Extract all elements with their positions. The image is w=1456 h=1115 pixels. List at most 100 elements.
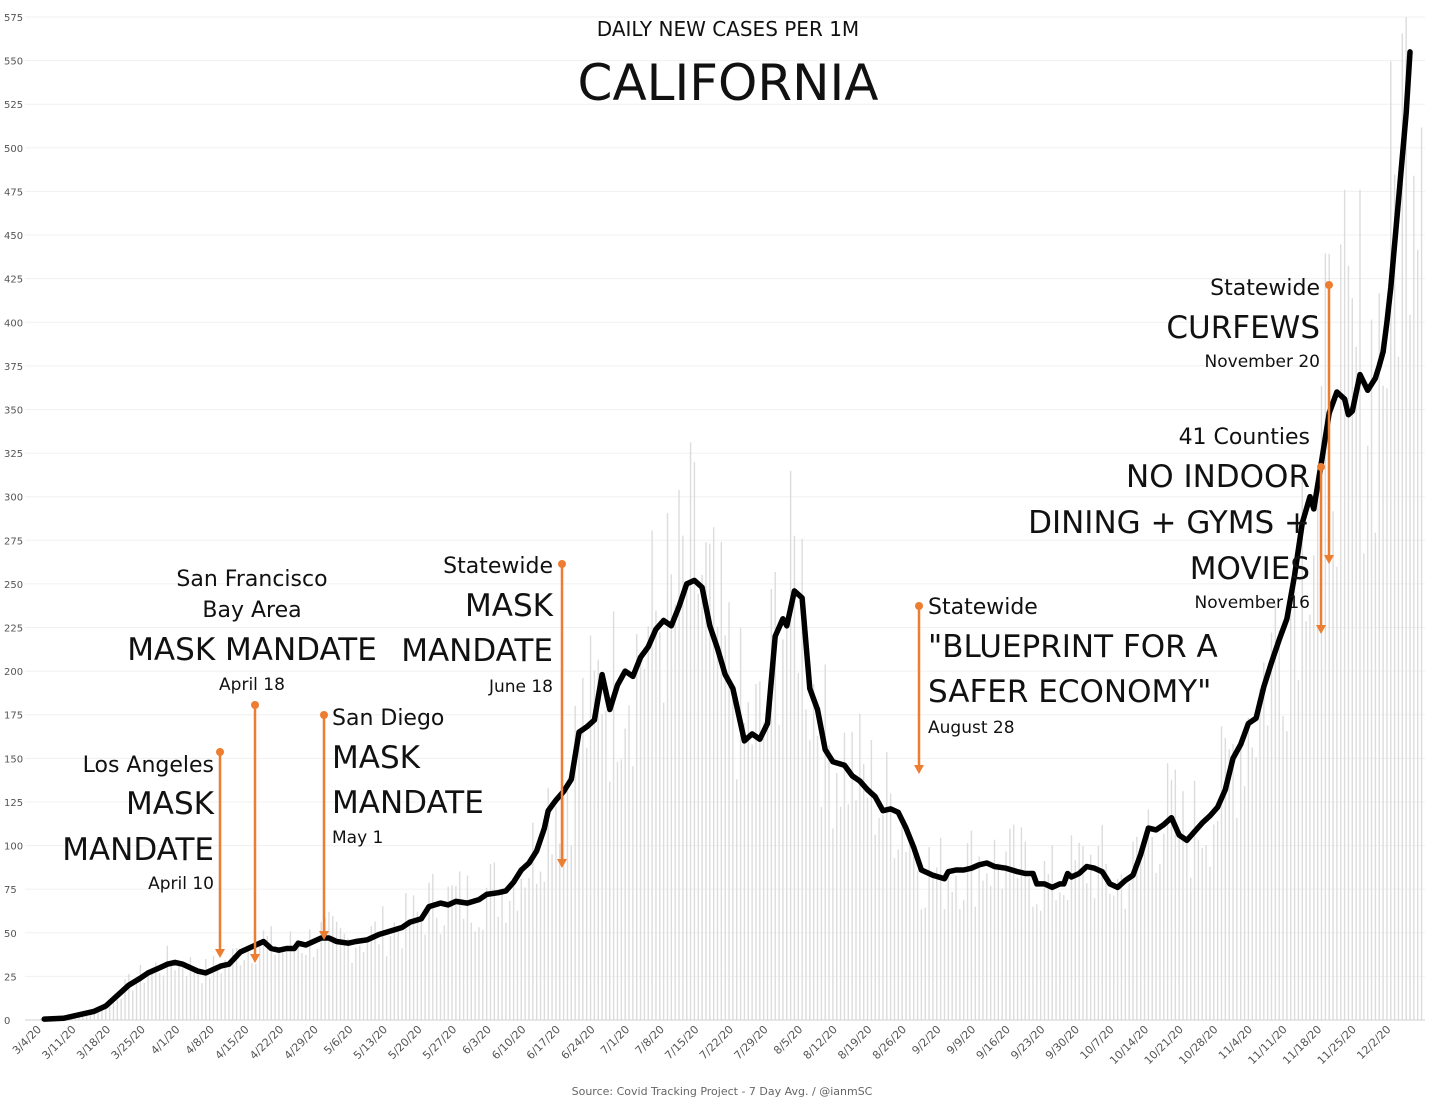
y-tick-label: 550	[4, 57, 23, 68]
annotation-headline: CURFEWS	[1166, 310, 1320, 346]
x-tick-label: 3/4/20	[10, 1023, 44, 1057]
x-tick-label: 9/23/20	[1008, 1023, 1047, 1062]
arrow-origin-dot	[251, 701, 259, 709]
annotation-date: May 1	[332, 828, 383, 848]
annotation-41-counties: 41 Counties NO INDOOR DINING + GYMS + MO…	[1028, 425, 1326, 634]
x-tick-label: 12/2/20	[1354, 1023, 1393, 1062]
y-tick-label: 300	[4, 493, 23, 504]
y-tick-label: 425	[4, 275, 23, 286]
y-tick-label: 125	[4, 798, 23, 809]
chart-title: DAILY NEW CASES PER 1M	[597, 17, 859, 41]
x-tick-label: 7/15/20	[662, 1023, 701, 1062]
x-tick-label: 5/13/20	[351, 1023, 390, 1062]
x-tick-label: 6/10/20	[489, 1023, 528, 1062]
annotation-date: April 10	[148, 874, 214, 894]
annotation-curfews: Statewide CURFEWS November 20	[1166, 276, 1334, 564]
x-axis-ticks: 3/4/203/11/203/18/203/25/20 4/1/20 4/8/204…	[10, 1023, 1394, 1067]
x-tick-label: 3/11/20	[40, 1023, 79, 1062]
y-tick-label: 0	[4, 1016, 10, 1027]
y-tick-label: 400	[4, 318, 23, 329]
y-tick-label: 75	[4, 885, 17, 896]
y-tick-label: 225	[4, 624, 23, 635]
arrow-head	[1316, 625, 1326, 634]
arrow-head	[250, 954, 260, 963]
x-tick-label: 6/3/20	[460, 1023, 494, 1057]
y-tick-label: 325	[4, 449, 23, 460]
x-tick-label: 4/15/20	[213, 1023, 252, 1062]
arrow-head	[319, 931, 329, 940]
x-tick-label: 7/29/20	[732, 1023, 771, 1062]
annotation-headline: MOVIES	[1190, 551, 1310, 587]
x-tick-label: 4/29/20	[282, 1023, 321, 1062]
arrow-origin-dot	[320, 711, 328, 719]
annotation-date: June 18	[488, 677, 553, 697]
y-tick-label: 250	[4, 580, 23, 591]
annotation-headline: MANDATE	[62, 832, 214, 868]
annotation-headline: MASK	[332, 740, 421, 776]
annotation-headline: NO INDOOR	[1126, 459, 1310, 495]
y-tick-label: 200	[4, 667, 23, 678]
y-tick-label: 50	[4, 929, 17, 940]
annotation-headline: "BLUEPRINT FOR A	[928, 629, 1218, 665]
annotation-los-angeles: Los Angeles MASK MANDATE April 10	[62, 748, 225, 958]
annotation-date: November 20	[1205, 352, 1320, 372]
annotation-location: San Diego	[332, 706, 444, 731]
arrow-origin-dot	[1325, 281, 1333, 289]
x-tick-label: 3/25/20	[109, 1023, 148, 1062]
y-tick-label: 25	[4, 972, 17, 983]
arrow-origin-dot	[1317, 463, 1325, 471]
y-tick-label: 175	[4, 711, 23, 722]
x-tick-label: 8/5/20	[771, 1023, 805, 1057]
y-tick-label: 450	[4, 231, 23, 242]
x-tick-label: 6/24/20	[559, 1023, 598, 1062]
x-tick-label: 9/30/20	[1043, 1023, 1082, 1062]
arrow-head	[557, 859, 567, 868]
annotation-location: Statewide	[928, 595, 1038, 620]
y-tick-label: 100	[4, 842, 23, 853]
arrow-origin-dot	[915, 602, 923, 610]
annotation-san-francisco: San Francisco Bay Area MASK MANDATE Apri…	[127, 567, 377, 963]
annotation-location: Los Angeles	[83, 753, 214, 778]
arrow-origin-dot	[216, 748, 224, 756]
x-tick-label: 3/18/20	[74, 1023, 113, 1062]
annotation-date: November 16	[1195, 593, 1310, 613]
y-tick-label: 350	[4, 405, 23, 416]
x-tick-label: 6/17/20	[524, 1023, 563, 1062]
annotation-date: August 28	[928, 718, 1015, 738]
x-tick-label: 4/22/20	[247, 1023, 286, 1062]
arrow-head	[914, 765, 924, 774]
y-tick-label: 150	[4, 754, 23, 765]
x-tick-label: 5/20/20	[386, 1023, 425, 1062]
annotation-headline: MASK MANDATE	[127, 632, 377, 668]
annotation-location: Bay Area	[202, 598, 301, 623]
x-tick-label: 5/6/20	[321, 1023, 355, 1057]
x-tick-label: 7/22/20	[697, 1023, 736, 1062]
arrow-head	[215, 949, 225, 958]
annotation-blueprint: Statewide "BLUEPRINT FOR A SAFER ECONOMY…	[914, 595, 1218, 774]
y-tick-label: 500	[4, 144, 23, 155]
annotation-statewide-mask: Statewide MASK MANDATE June 18	[401, 554, 567, 868]
annotation-location: 41 Counties	[1179, 425, 1310, 450]
annotation-headline: MANDATE	[401, 633, 553, 669]
x-tick-label: 4/8/20	[183, 1023, 217, 1057]
annotation-headline: MASK	[126, 786, 215, 822]
arrow-head	[1324, 555, 1334, 564]
annotation-location: San Francisco	[176, 567, 327, 592]
y-tick-label: 525	[4, 100, 23, 111]
arrow-origin-dot	[558, 560, 566, 568]
x-tick-label: 5/27/20	[420, 1023, 459, 1062]
x-tick-label: 7/8/20	[633, 1023, 667, 1057]
y-tick-label: 575	[4, 13, 23, 24]
annotation-date: April 18	[219, 675, 285, 695]
x-tick-label: 9/16/20	[974, 1023, 1013, 1062]
x-tick-label: 9/2/20	[909, 1023, 943, 1057]
y-axis-ticks: 0 25 50 75 100 125 150 175 200 225 250 275 300 325 350…	[4, 13, 23, 1027]
annotation-headline: MANDATE	[332, 785, 484, 821]
y-tick-label: 275	[4, 536, 23, 547]
annotation-location: Statewide	[443, 554, 553, 579]
series-line-7-day-avg	[41, 49, 1413, 1022]
x-tick-label: 4/1/20	[148, 1023, 182, 1057]
gridlines	[25, 16, 1425, 977]
